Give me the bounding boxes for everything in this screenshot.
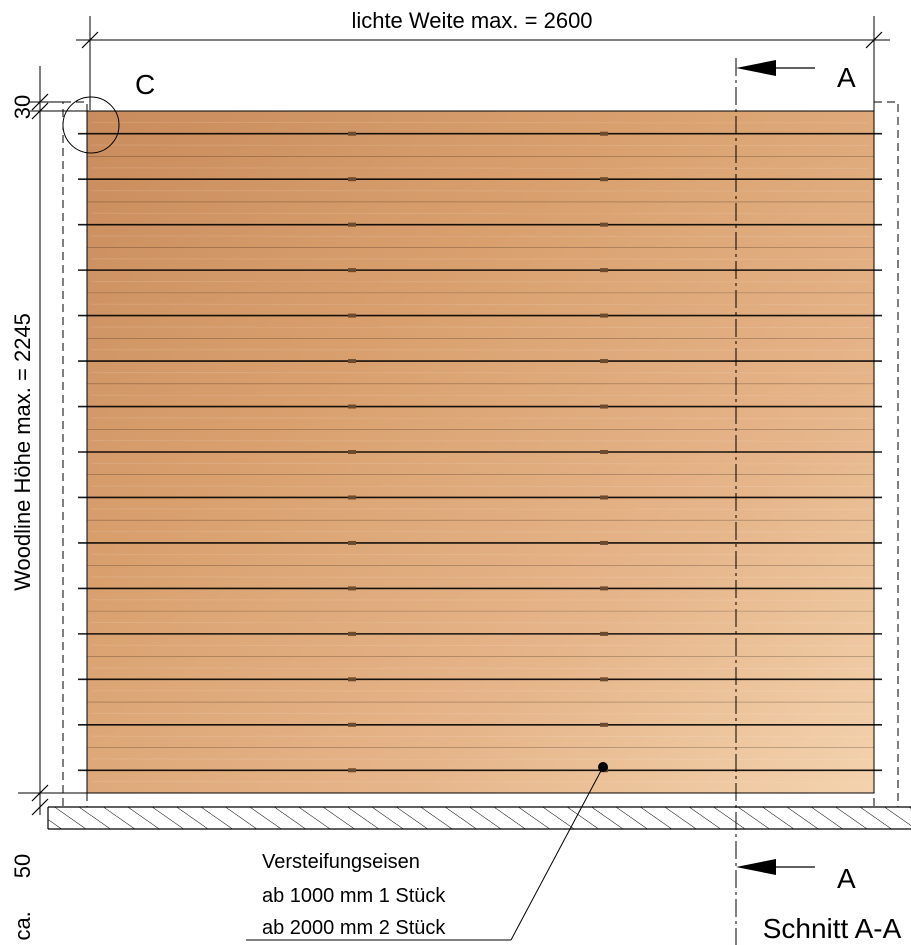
section-marker-bottom: A xyxy=(837,863,856,894)
wood-grain xyxy=(90,349,871,351)
wood-grain xyxy=(90,326,871,328)
slat-connector xyxy=(600,540,608,545)
section-marker-top: A xyxy=(837,62,856,93)
wood-grain xyxy=(90,644,871,647)
wood-grain xyxy=(90,553,871,556)
slat-connector xyxy=(348,404,356,409)
slat-connector xyxy=(348,677,356,682)
wood-grain xyxy=(90,576,871,579)
slat-connector xyxy=(600,222,608,227)
detail-c-marker: C xyxy=(62,69,155,154)
wood-grain xyxy=(90,758,871,760)
width-label: lichte Weite max. = 2600 xyxy=(351,8,592,33)
wood-grain xyxy=(90,417,871,419)
note-line-1: Versteifungseisen xyxy=(262,851,420,873)
wood-grain xyxy=(90,735,871,738)
height-dimension: 30 Woodline Höhe max. = 2245 50 t ca. xyxy=(10,66,88,945)
slat-connector xyxy=(600,177,608,182)
stiffener-note: Versteifungseisen ab 1000 mm 1 Stück ab … xyxy=(246,762,608,941)
slat-connector xyxy=(600,586,608,591)
section-label: Schnitt A-A xyxy=(763,913,902,944)
wood-grain xyxy=(90,144,871,147)
left-post xyxy=(62,101,88,808)
wood-grain xyxy=(90,394,871,397)
slat-connector xyxy=(348,268,356,273)
slat-connector xyxy=(600,495,608,500)
detail-c-label: C xyxy=(135,69,155,100)
section-arrow-bottom xyxy=(736,859,776,875)
wood-grain xyxy=(90,371,871,374)
right-post xyxy=(873,101,899,808)
wood-grain xyxy=(90,667,871,669)
wood-grain xyxy=(90,690,871,692)
wood-grain xyxy=(90,462,871,465)
wood-grain xyxy=(90,167,871,169)
wood-grain xyxy=(90,622,871,624)
bottom-gap-label: 50 xyxy=(10,854,35,878)
slat-connector xyxy=(348,450,356,454)
slat-connector xyxy=(600,450,608,454)
slat-connector xyxy=(600,131,608,136)
slat-connector xyxy=(348,313,356,318)
wood-grain xyxy=(90,781,871,783)
wood-grain xyxy=(90,235,871,238)
height-label: Woodline Höhe max. = 2245 xyxy=(10,313,35,591)
slat-connector xyxy=(348,131,356,136)
top-gap-label: 30 xyxy=(10,95,35,119)
wood-grain xyxy=(90,303,871,306)
section-line: A A Schnitt A-A xyxy=(735,58,902,945)
slat-connector xyxy=(348,359,356,364)
slat-connector xyxy=(348,586,356,591)
bottom-gap-prefix: t ca. xyxy=(10,911,35,945)
ground xyxy=(47,806,911,830)
slat-connector xyxy=(348,722,356,727)
width-dimension: lichte Weite max. = 2600 xyxy=(76,8,890,110)
wood-grain xyxy=(90,508,871,510)
slat-connector xyxy=(600,313,608,318)
slat-connector xyxy=(348,540,356,545)
note-line-2: ab 1000 mm 1 Stück xyxy=(262,885,446,907)
wood-grain xyxy=(90,281,871,283)
section-arrow-top xyxy=(736,60,776,76)
slat-connector xyxy=(600,268,608,273)
slat-connector xyxy=(348,631,356,636)
wood-grain xyxy=(90,485,871,488)
wood-grain xyxy=(90,121,871,124)
slat-connector xyxy=(600,722,608,727)
slat-connector xyxy=(600,631,608,636)
wood-grain xyxy=(90,190,871,192)
slat-connector xyxy=(348,768,356,773)
slat-connector xyxy=(348,495,356,500)
wood-grain xyxy=(90,212,871,215)
slat-connector xyxy=(348,222,356,227)
slat-connector xyxy=(348,177,356,182)
wood-grain xyxy=(90,712,871,715)
wood-grain xyxy=(90,531,871,533)
wood-grain xyxy=(90,440,871,442)
panel-slats xyxy=(78,121,882,783)
slat-connector xyxy=(600,677,608,682)
slat-connector xyxy=(600,359,608,364)
wood-grain xyxy=(90,258,871,260)
note-line-3: ab 2000 mm 2 Stück xyxy=(262,917,446,939)
slat-connector xyxy=(600,404,608,409)
wood-grain xyxy=(90,599,871,601)
